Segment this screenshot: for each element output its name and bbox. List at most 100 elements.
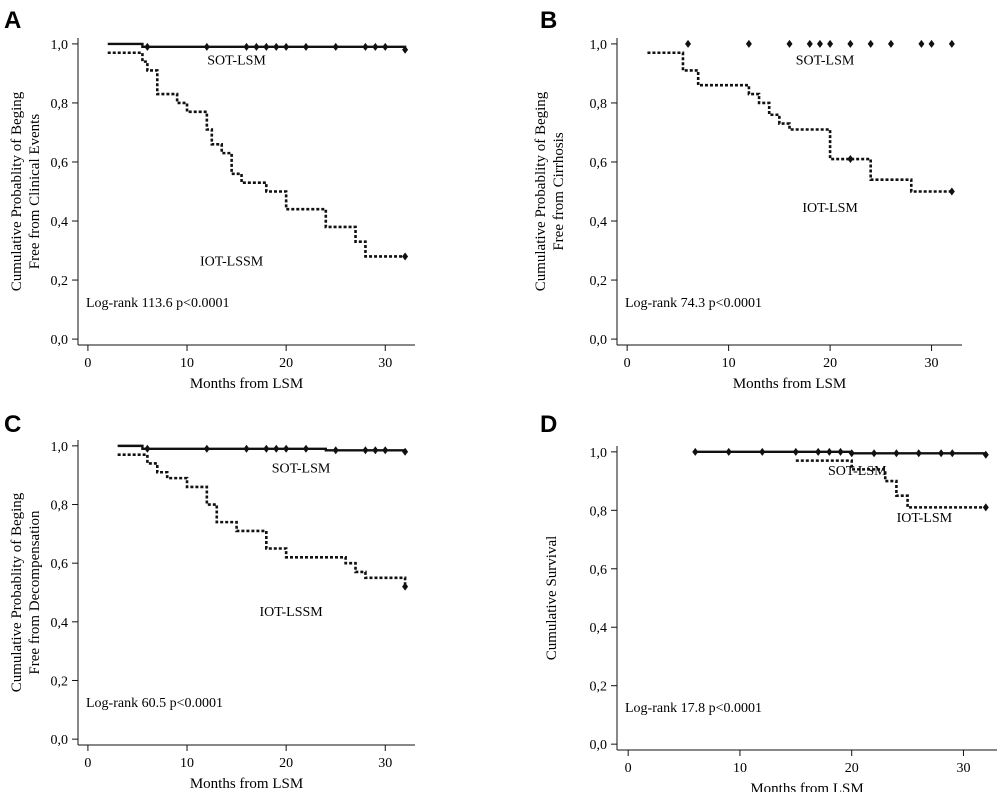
y-tick-label: 0,2 bbox=[51, 274, 69, 289]
log-rank-annotation: Log-rank 60.5 p<0.0001 bbox=[86, 696, 223, 711]
panel-c: C 0 10 20 30 0,0 0,2 0,4 0,6 0,8 1,0 Months from LS… bbox=[4, 411, 415, 792]
censor-mark bbox=[745, 39, 752, 48]
y-tick-label: 0,6 bbox=[590, 156, 608, 171]
x-tick-label: 20 bbox=[279, 356, 293, 371]
y-axis-title: Cumulative Probablity of Beging Free from… bbox=[9, 91, 43, 291]
series-label: IOT-LSM bbox=[802, 201, 858, 216]
x-tick-label: 0 bbox=[84, 356, 91, 371]
x-tick-label: 0 bbox=[625, 761, 632, 776]
censor-mark bbox=[382, 446, 389, 455]
x-tick-label: 20 bbox=[279, 756, 293, 771]
censor-mark bbox=[918, 39, 925, 48]
y-axis-title: Cumulative Survival bbox=[544, 536, 560, 661]
series-label: SOT-LSM bbox=[207, 54, 266, 69]
y-tick-label: 0,0 bbox=[590, 738, 608, 753]
y-axis-title-line: Free from Cirrhosis bbox=[551, 132, 567, 250]
km-curve-sot-lsm bbox=[117, 444, 407, 452]
y-tick-label: 0,4 bbox=[590, 215, 608, 230]
y-tick-label: 0,2 bbox=[590, 680, 608, 695]
censor-mark bbox=[847, 155, 854, 164]
censor-mark bbox=[827, 39, 834, 48]
y-axis-title: Cumulative Probablity of Beging Free from… bbox=[533, 91, 567, 291]
censor-mark bbox=[144, 444, 151, 453]
censor-mark bbox=[243, 444, 250, 453]
censor-mark bbox=[928, 39, 935, 48]
series-sot-lsm: SOT-LSM bbox=[107, 42, 409, 69]
y-tick-label: 0,8 bbox=[51, 97, 69, 112]
x-tick-label: 10 bbox=[733, 761, 747, 776]
x-tick-label: 0 bbox=[84, 756, 91, 771]
x-axis-title: Months from LSM bbox=[190, 376, 303, 392]
panel-letter: D bbox=[540, 411, 557, 438]
y-tick-label: 0,4 bbox=[590, 621, 608, 636]
censor-mark bbox=[948, 39, 955, 48]
x-tick-label: 0 bbox=[624, 356, 631, 371]
censor-mark bbox=[302, 42, 309, 51]
panel-b: B 0 10 20 30 0,0 0,2 0,4 0,6 0,8 1,0 Months from LS… bbox=[533, 7, 962, 392]
y-tick-label: 0,0 bbox=[590, 333, 608, 348]
censor-mark bbox=[871, 449, 878, 458]
series-sot-lsm: SOT-LSM bbox=[117, 444, 409, 476]
y-tick-label: 0,4 bbox=[51, 616, 69, 631]
censor-mark bbox=[203, 444, 210, 453]
series-label: IOT-LSSM bbox=[200, 254, 264, 269]
x-tick-label: 30 bbox=[925, 356, 939, 371]
censor-mark bbox=[332, 446, 339, 455]
censor-mark bbox=[982, 450, 989, 459]
censor-mark bbox=[982, 503, 989, 512]
censor-mark bbox=[847, 39, 854, 48]
km-curve-iot-lsm bbox=[795, 459, 986, 509]
censor-mark bbox=[806, 39, 813, 48]
series-label: IOT-LSM bbox=[897, 511, 953, 526]
y-tick-label: 0,6 bbox=[51, 156, 69, 171]
censor-mark bbox=[203, 42, 210, 51]
censor-mark bbox=[372, 446, 379, 455]
x-tick-label: 10 bbox=[722, 356, 736, 371]
censor-mark bbox=[402, 447, 409, 456]
series-sot-lsm: SOT-LSM bbox=[685, 39, 955, 69]
panel-a: A 0 10 20 30 0,0 0,2 0,4 0,6 0,8 1,0 Months from LS… bbox=[4, 7, 415, 392]
censor-mark bbox=[948, 187, 955, 196]
censor-mark bbox=[887, 39, 894, 48]
km-curve-iot-lssm bbox=[107, 51, 406, 258]
series-label: IOT-LSSM bbox=[259, 605, 323, 620]
y-axis-title-line: Cumulative Survival bbox=[544, 536, 560, 661]
censor-mark bbox=[402, 582, 409, 591]
censor-mark bbox=[826, 447, 833, 456]
panel-d: D 0 10 20 30 0,0 0,2 0,4 0,6 0,8 1,0 Months from LS… bbox=[540, 411, 997, 792]
censor-mark bbox=[263, 42, 270, 51]
censor-mark bbox=[283, 42, 290, 51]
y-tick-label: 0,6 bbox=[51, 557, 69, 572]
panel-letter: C bbox=[4, 411, 21, 438]
y-tick-label: 0,0 bbox=[51, 733, 69, 748]
censor-mark bbox=[759, 447, 766, 456]
censor-mark bbox=[949, 449, 956, 458]
x-tick-label: 10 bbox=[180, 756, 194, 771]
y-axis-title-line: Free from Decompensation bbox=[27, 510, 43, 675]
x-axis-title: Months from LSM bbox=[733, 376, 846, 392]
censor-mark bbox=[938, 449, 945, 458]
log-rank-annotation: Log-rank 74.3 p<0.0001 bbox=[625, 296, 762, 311]
y-tick-label: 0,2 bbox=[590, 274, 608, 289]
y-tick-label: 0,0 bbox=[51, 333, 69, 348]
censor-mark bbox=[685, 39, 692, 48]
series-sot-lsm: SOT-LSM bbox=[692, 447, 989, 479]
censor-mark bbox=[792, 447, 799, 456]
y-axis-title-line: Cumulative Probablity of Beging bbox=[533, 91, 549, 291]
censor-mark bbox=[402, 252, 409, 261]
y-tick-label: 0,2 bbox=[51, 674, 69, 689]
y-axis-title-line: Cumulative Probablity of Beging bbox=[9, 91, 25, 291]
y-tick-label: 0,6 bbox=[590, 563, 608, 578]
series-label: SOT-LSM bbox=[272, 461, 331, 476]
km-curve-iot-lssm bbox=[117, 453, 407, 587]
y-tick-label: 0,4 bbox=[51, 215, 69, 230]
censor-mark bbox=[243, 42, 250, 51]
censor-mark bbox=[848, 449, 855, 458]
censor-mark bbox=[867, 39, 874, 48]
censor-mark bbox=[372, 42, 379, 51]
x-axis-title: Months from LSM bbox=[190, 776, 303, 792]
series-iot-lssm: IOT-LSSM bbox=[107, 51, 409, 269]
y-tick-label: 1,0 bbox=[590, 38, 608, 53]
censor-mark bbox=[362, 446, 369, 455]
